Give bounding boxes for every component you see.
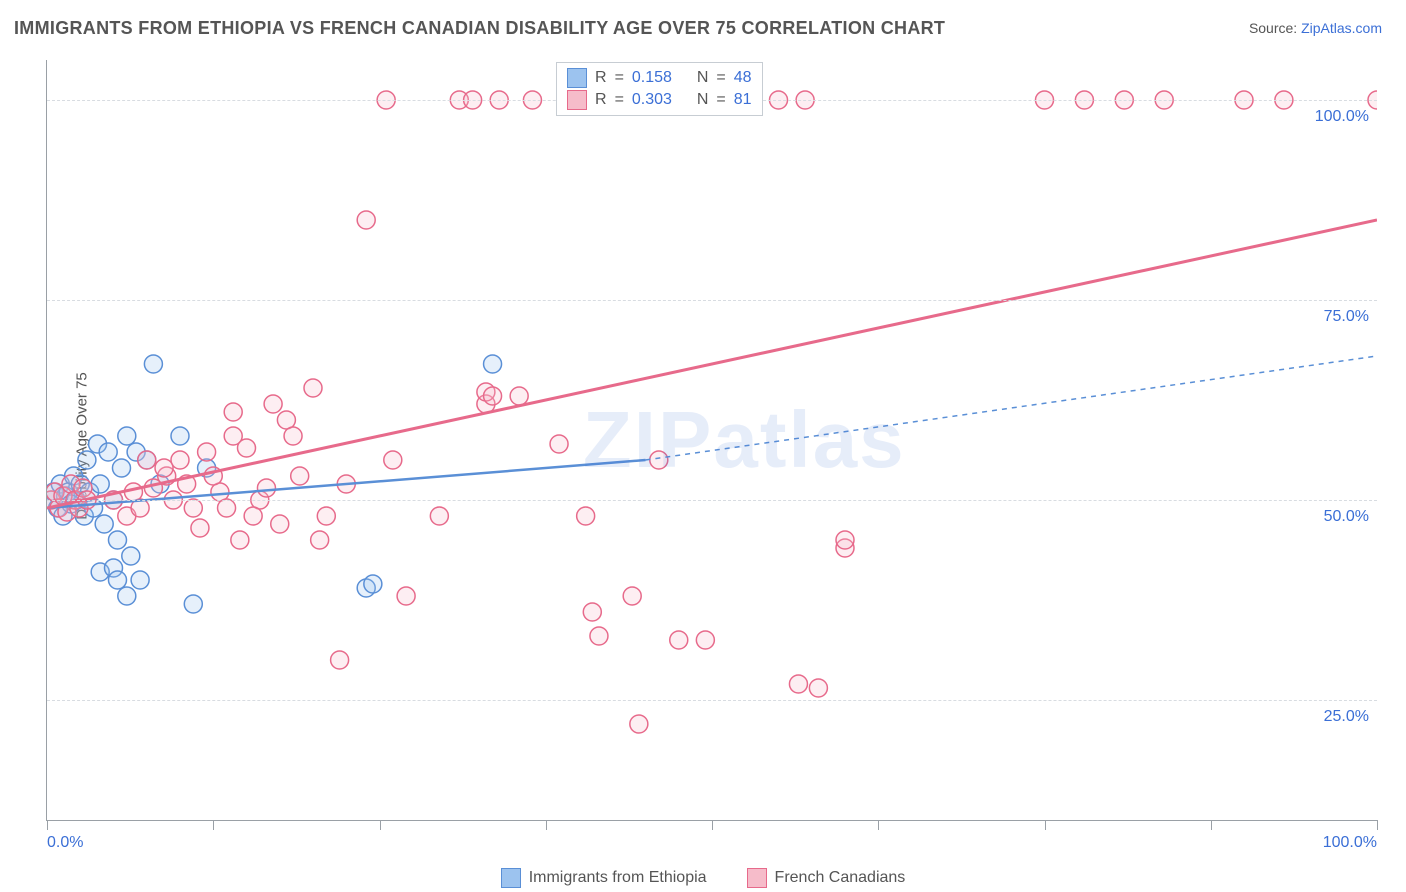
regression-line-ext [646,356,1378,460]
data-point [384,451,402,469]
y-tick-label: 100.0% [1315,108,1369,126]
data-point [364,575,382,593]
data-point [304,379,322,397]
data-point [311,531,329,549]
data-point [244,507,262,525]
data-point [630,715,648,733]
x-tick [47,820,48,830]
data-point [191,519,209,537]
legend-label-2: French Canadians [775,869,906,887]
x-tick-label: 0.0% [47,834,83,852]
data-point [257,479,275,497]
x-tick [380,820,381,830]
data-point [171,451,189,469]
series-legend: Immigrants from Ethiopia French Canadian… [0,868,1406,888]
swatch-series-2 [567,90,587,110]
data-point [809,679,827,697]
data-point [696,631,714,649]
data-point [118,427,136,445]
chart-container: IMMIGRANTS FROM ETHIOPIA VS FRENCH CANAD… [0,0,1406,892]
y-tick-label: 50.0% [1324,508,1369,526]
plot-area: ZIPatlas 25.0%50.0%75.0%100.0%0.0%100.0% [46,60,1377,821]
legend-label-1: Immigrants from Ethiopia [529,869,707,887]
x-tick-label: 100.0% [1323,834,1377,852]
data-point [112,459,130,477]
y-tick-label: 25.0% [1324,708,1369,726]
chart-title: IMMIGRANTS FROM ETHIOPIA VS FRENCH CANAD… [14,18,945,39]
data-point [264,395,282,413]
data-point [171,427,189,445]
correlation-legend: R = 0.158 N = 48 R = 0.303 N = 81 [556,62,763,116]
data-point [78,451,96,469]
data-point [238,439,256,457]
gridline [47,500,1377,501]
data-point [184,595,202,613]
data-point [284,427,302,445]
legend-item-2: French Canadians [747,868,906,888]
data-point [510,387,528,405]
data-point [91,475,109,493]
data-point [836,531,854,549]
source-link[interactable]: ZipAtlas.com [1301,20,1382,36]
data-point [271,515,289,533]
data-point [583,603,601,621]
r-value-1: 0.158 [632,67,672,89]
data-point [331,651,349,669]
regression-line [47,220,1377,508]
x-tick [1377,820,1378,830]
data-point [430,507,448,525]
y-tick-label: 75.0% [1324,308,1369,326]
x-tick [213,820,214,830]
x-tick [546,820,547,830]
n-value-1: 48 [734,67,752,89]
data-point [131,571,149,589]
x-tick [1045,820,1046,830]
data-point [789,675,807,693]
data-point [155,459,173,477]
data-point [231,531,249,549]
scatter-svg [47,60,1377,820]
gridline [47,700,1377,701]
data-point [184,499,202,517]
x-tick [712,820,713,830]
data-point [484,355,502,373]
legend-row-series-1: R = 0.158 N = 48 [567,67,752,89]
data-point [118,587,136,605]
legend-row-series-2: R = 0.303 N = 81 [567,89,752,111]
data-point [590,627,608,645]
legend-item-1: Immigrants from Ethiopia [501,868,707,888]
data-point [357,211,375,229]
data-point [122,547,140,565]
data-point [291,467,309,485]
data-point [484,387,502,405]
data-point [95,515,113,533]
swatch-bottom-1 [501,868,521,888]
data-point [138,451,156,469]
data-point [623,587,641,605]
data-point [99,443,117,461]
r-value-2: 0.303 [632,89,672,111]
swatch-series-1 [567,68,587,88]
x-tick [1211,820,1212,830]
data-point [577,507,595,525]
data-point [317,507,335,525]
data-point [397,587,415,605]
source-attribution: Source: ZipAtlas.com [1249,20,1382,36]
swatch-bottom-2 [747,868,767,888]
data-point [224,403,242,421]
n-value-2: 81 [734,89,752,111]
data-point [198,443,216,461]
data-point [550,435,568,453]
x-tick [878,820,879,830]
data-point [144,355,162,373]
data-point [108,571,126,589]
data-point [650,451,668,469]
data-point [670,631,688,649]
data-point [108,531,126,549]
gridline [47,300,1377,301]
data-point [218,499,236,517]
